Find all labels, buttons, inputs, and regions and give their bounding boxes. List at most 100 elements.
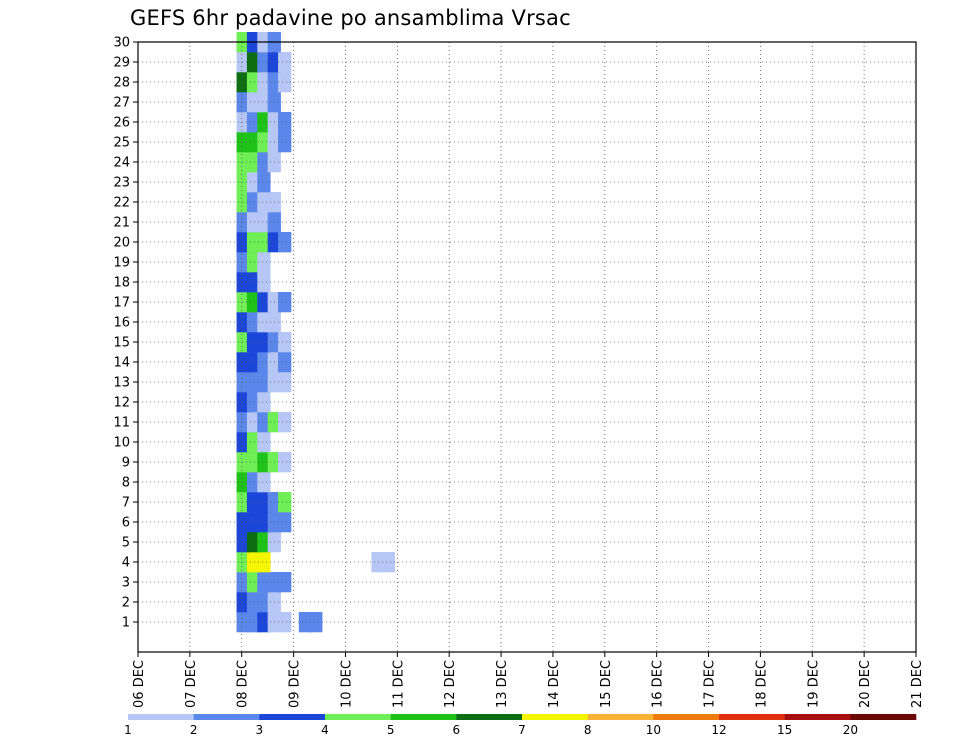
x-tick-label: 18 DEC bbox=[754, 660, 769, 708]
y-tick-label: 10 bbox=[113, 436, 130, 451]
y-tick-label: 11 bbox=[113, 416, 130, 431]
heatmap-cell bbox=[236, 472, 250, 493]
colorbar-swatch bbox=[784, 714, 851, 720]
y-tick-label: 2 bbox=[122, 596, 130, 611]
x-tick-label: 21 DEC bbox=[910, 660, 925, 708]
y-tick-label: 22 bbox=[113, 196, 130, 211]
x-tick-label: 17 DEC bbox=[703, 660, 718, 708]
heatmap-cell bbox=[246, 212, 261, 233]
heatmap-cell bbox=[257, 612, 271, 633]
heatmap-cell bbox=[257, 552, 271, 573]
y-tick-label: 13 bbox=[113, 376, 130, 391]
y-tick-label: 30 bbox=[113, 36, 130, 51]
y-tick-label: 18 bbox=[113, 276, 130, 291]
heatmap-cell bbox=[278, 512, 292, 533]
y-tick-label: 6 bbox=[122, 516, 130, 531]
y-tick-label: 25 bbox=[113, 136, 130, 151]
colorbar-swatch bbox=[587, 714, 654, 720]
x-tick-label: 12 DEC bbox=[443, 660, 458, 708]
colorbar-label: 3 bbox=[256, 723, 264, 737]
heatmap-cell bbox=[236, 612, 250, 633]
y-tick-label: 20 bbox=[113, 236, 130, 251]
heatmap-cell bbox=[236, 52, 250, 73]
heatmap-cell bbox=[236, 312, 250, 333]
heatmap-cell bbox=[246, 92, 261, 113]
y-tick-label: 27 bbox=[113, 96, 130, 111]
heatmap-cell bbox=[236, 392, 250, 413]
y-tick-label: 24 bbox=[113, 156, 130, 171]
heatmap-cell bbox=[257, 272, 271, 293]
x-tick-label: 07 DEC bbox=[184, 660, 199, 708]
colorbar-label: 2 bbox=[190, 723, 198, 737]
colorbar-label: 10 bbox=[646, 723, 661, 737]
heatmap-cell bbox=[246, 272, 261, 293]
heatmap-cell bbox=[236, 452, 250, 473]
heatmap-cell bbox=[236, 192, 250, 213]
heatmap-cell bbox=[278, 52, 292, 73]
heatmap-cell bbox=[236, 292, 250, 313]
heatmap-cell bbox=[236, 372, 250, 393]
heatmap-cell bbox=[278, 232, 292, 253]
heatmap-cell bbox=[257, 592, 271, 613]
heatmap-cell bbox=[278, 572, 292, 593]
heatmap-cell bbox=[236, 532, 250, 553]
colorbar-label: 1 bbox=[124, 723, 132, 737]
heatmap-cell bbox=[236, 512, 250, 533]
heatmap-cell bbox=[257, 512, 271, 533]
heatmap-cell bbox=[246, 352, 261, 373]
colorbar-label: 6 bbox=[453, 723, 461, 737]
heatmap-cell bbox=[257, 172, 271, 193]
y-tick-label: 3 bbox=[122, 576, 130, 591]
y-tick-label: 9 bbox=[122, 456, 130, 471]
heatmap-cell bbox=[236, 432, 250, 453]
heatmap-cell bbox=[257, 212, 271, 233]
heatmap-cell bbox=[236, 112, 250, 133]
heatmap-cell bbox=[257, 112, 271, 133]
y-tick-label: 16 bbox=[113, 316, 130, 331]
heatmap-cell bbox=[246, 52, 261, 73]
heatmap-cell bbox=[257, 472, 271, 493]
heatmap-cell bbox=[236, 552, 250, 573]
heatmap-cell bbox=[257, 492, 271, 513]
heatmap-cell bbox=[257, 312, 271, 333]
y-tick-label: 28 bbox=[113, 76, 130, 91]
heatmap-cell bbox=[246, 472, 261, 493]
heatmap-cell bbox=[298, 612, 313, 633]
heatmap-cell bbox=[278, 352, 292, 373]
y-tick-label: 19 bbox=[113, 256, 130, 271]
heatmap-cell bbox=[246, 452, 261, 473]
y-tick-label: 17 bbox=[113, 296, 130, 311]
heatmap-cell bbox=[236, 152, 250, 173]
heatmap-cell bbox=[246, 312, 261, 333]
colorbar-swatch bbox=[128, 714, 194, 720]
heatmap-cell bbox=[381, 552, 396, 573]
heatmap-cell bbox=[236, 412, 250, 433]
y-tick-label: 26 bbox=[113, 116, 130, 131]
colorbar-swatch bbox=[325, 714, 391, 720]
colorbar-swatch bbox=[259, 714, 326, 720]
heatmap-cell bbox=[236, 72, 250, 93]
heatmap-cell bbox=[236, 332, 250, 353]
y-tick-label: 7 bbox=[122, 496, 130, 511]
x-tick-label: 10 DEC bbox=[339, 660, 354, 708]
heatmap-cell bbox=[246, 512, 261, 533]
heatmap-cell bbox=[236, 172, 250, 193]
colorbar-label: 5 bbox=[387, 723, 395, 737]
x-tick-label: 13 DEC bbox=[495, 660, 510, 708]
x-tick-label: 06 DEC bbox=[132, 660, 147, 708]
grid-layer bbox=[138, 41, 916, 652]
heatmap-cell bbox=[257, 292, 271, 313]
heatmap-cell bbox=[257, 132, 271, 153]
y-tick-label: 15 bbox=[113, 336, 130, 351]
heatmap-cell bbox=[257, 252, 271, 273]
heatmap-cell bbox=[278, 112, 292, 133]
heatmap-cell bbox=[246, 292, 261, 313]
heatmap-cell bbox=[257, 332, 271, 353]
heatmap-cell bbox=[257, 352, 271, 373]
heatmap-cell bbox=[246, 332, 261, 353]
y-tick-label: 5 bbox=[122, 536, 130, 551]
y-tick-label: 29 bbox=[113, 56, 130, 71]
heatmap-cell bbox=[246, 432, 261, 453]
heatmap-cell bbox=[246, 592, 261, 613]
heatmap-cell bbox=[278, 452, 292, 473]
